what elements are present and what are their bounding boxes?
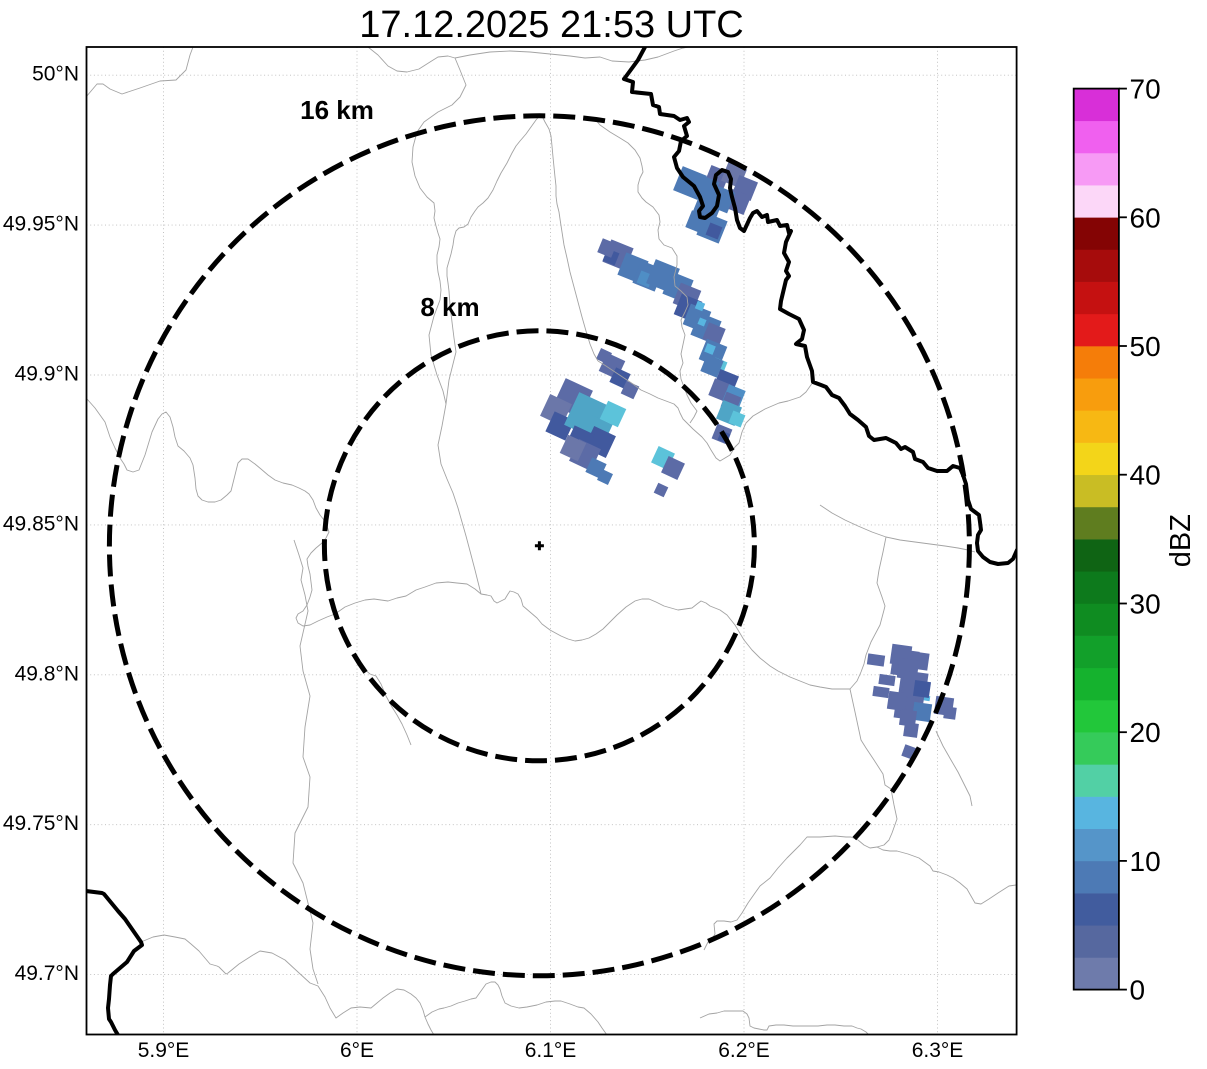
svg-text:16 km: 16 km	[300, 95, 374, 125]
svg-text:dBZ: dBZ	[1165, 514, 1197, 567]
svg-text:6.2°E: 6.2°E	[718, 1039, 770, 1062]
svg-text:49.75°N: 49.75°N	[3, 812, 79, 835]
svg-text:60: 60	[1130, 202, 1161, 233]
svg-text:49.8°N: 49.8°N	[15, 662, 79, 685]
svg-text:50: 50	[1130, 331, 1161, 362]
svg-text:49.85°N: 49.85°N	[3, 512, 79, 535]
svg-text:6°E: 6°E	[340, 1039, 374, 1062]
svg-text:20: 20	[1130, 717, 1161, 748]
svg-text:6.3°E: 6.3°E	[912, 1039, 964, 1062]
svg-text:10: 10	[1130, 846, 1161, 877]
svg-text:0: 0	[1130, 975, 1146, 1006]
svg-text:5.9°E: 5.9°E	[138, 1039, 190, 1062]
svg-text:49.9°N: 49.9°N	[15, 363, 79, 386]
svg-text:8 km: 8 km	[420, 292, 479, 322]
svg-text:17.12.2025 21:53 UTC: 17.12.2025 21:53 UTC	[359, 4, 744, 46]
svg-text:49.95°N: 49.95°N	[3, 213, 79, 236]
svg-text:49.7°N: 49.7°N	[15, 962, 79, 985]
svg-text:50°N: 50°N	[32, 63, 79, 86]
svg-text:40: 40	[1130, 460, 1161, 491]
svg-text:6.1°E: 6.1°E	[525, 1039, 577, 1062]
svg-text:30: 30	[1130, 589, 1161, 620]
svg-text:70: 70	[1130, 74, 1161, 105]
